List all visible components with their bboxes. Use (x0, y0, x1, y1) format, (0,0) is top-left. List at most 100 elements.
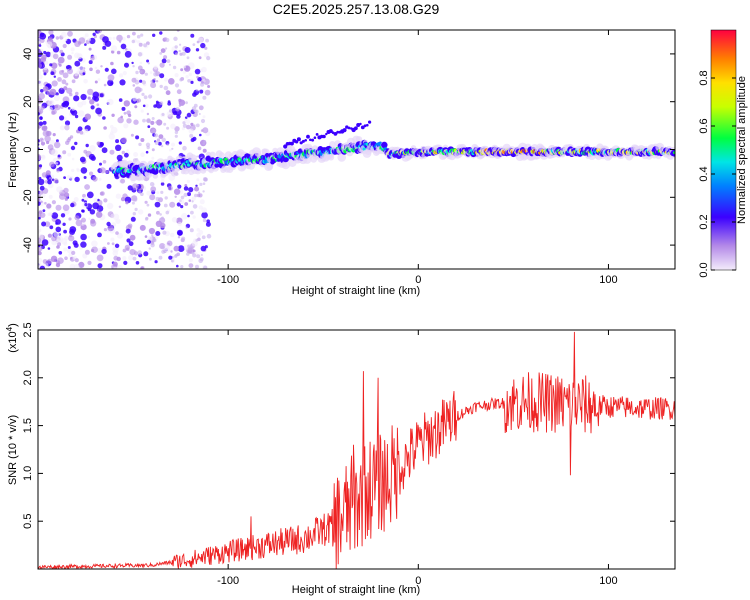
noise-speck (142, 118, 146, 123)
noise-speck (121, 137, 127, 144)
noise-speck (111, 68, 117, 75)
noise-speck (125, 201, 129, 205)
noise-speck (102, 36, 109, 43)
noise-speck (99, 93, 104, 98)
noise-speck (38, 201, 41, 206)
noise-speck (135, 135, 140, 140)
noise-speck (116, 34, 123, 42)
noise-speck (199, 182, 203, 186)
noise-speck (108, 133, 116, 140)
noise-speck (134, 250, 137, 253)
noise-speck (174, 45, 178, 49)
noise-speck (163, 55, 168, 60)
noise-speck (73, 242, 79, 248)
noise-speck (183, 186, 189, 191)
noise-speck (202, 127, 209, 134)
noise-speck (180, 265, 184, 269)
figure-title: C2E5.2025.257.13.08.G29 (273, 1, 440, 17)
noise-speck (196, 89, 199, 92)
noise-speck (112, 261, 118, 267)
noise-speck (42, 209, 46, 213)
colorbar: 0.0 0.2 0.4 0.6 0.8 Normalized spectral ampl… (698, 29, 748, 278)
noise-speck (199, 89, 204, 94)
noise-speck (202, 95, 207, 100)
noise-speck (171, 259, 174, 263)
noise-speck (44, 60, 49, 65)
noise-speck (164, 196, 168, 200)
noise-speck (68, 217, 72, 221)
noise-speck (166, 126, 170, 130)
noise-speck (93, 197, 98, 202)
noise-speck (171, 257, 175, 261)
noise-speck (38, 190, 44, 195)
noise-speck (81, 100, 87, 106)
noise-speck (92, 176, 98, 182)
noise-speck (64, 124, 70, 131)
noise-speck (96, 141, 101, 146)
noise-speck (159, 84, 163, 89)
noise-speck (134, 207, 138, 211)
noise-speck (175, 52, 178, 56)
noise-speck (203, 140, 207, 143)
noise-speck (128, 241, 134, 247)
noise-speck (55, 139, 59, 143)
noise-speck (146, 190, 152, 196)
noise-speck (77, 66, 84, 73)
noise-speck (169, 201, 176, 208)
colorbar-tick-label: 0.4 (698, 166, 710, 181)
noise-speck (53, 230, 60, 238)
noise-speck (51, 149, 58, 157)
noise-speck (187, 192, 191, 197)
noise-speck (53, 141, 61, 149)
noise-speck (67, 106, 71, 110)
noise-speck (40, 141, 46, 146)
noise-speck (42, 259, 48, 264)
noise-speck (40, 105, 45, 110)
noise-speck (110, 82, 113, 85)
noise-speck (120, 43, 127, 50)
noise-speck (144, 72, 148, 76)
branch-point (299, 141, 303, 145)
noise-speck (144, 103, 149, 108)
noise-speck (163, 203, 168, 208)
noise-speck (206, 56, 211, 61)
noise-speck (198, 258, 203, 264)
noise-speck (38, 194, 41, 197)
noise-speck (186, 112, 192, 118)
noise-speck (74, 215, 80, 221)
noise-speck (140, 152, 145, 157)
noise-speck (84, 128, 89, 133)
noise-speck (182, 145, 187, 151)
noise-speck (158, 255, 163, 260)
noise-speck (111, 242, 115, 246)
snr-ytick-label: 0.5 (22, 514, 34, 529)
branch-point (347, 126, 351, 130)
noise-speck (132, 31, 136, 36)
noise-speck (115, 193, 122, 199)
noise-speck (102, 160, 107, 164)
noise-speck (161, 137, 166, 142)
noise-speck (41, 239, 49, 246)
noise-speck (51, 110, 56, 115)
noise-speck (134, 105, 138, 109)
noise-speck (161, 216, 164, 220)
noise-speck (167, 185, 173, 191)
noise-speck (195, 264, 199, 269)
noise-speck (107, 98, 114, 106)
branch-point (336, 130, 340, 134)
noise-speck (39, 265, 45, 269)
noise-speck (76, 168, 80, 172)
branch-point (356, 123, 361, 127)
spectrogram-xtick-label: 0 (415, 274, 421, 286)
noise-speck (87, 96, 91, 100)
noise-speck (63, 187, 69, 194)
noise-speck (68, 235, 75, 242)
noise-speck (148, 94, 153, 99)
noise-speck (111, 113, 115, 118)
noise-speck (173, 188, 181, 195)
noise-speck (124, 62, 129, 68)
noise-speck (96, 254, 104, 262)
noise-speck (123, 260, 128, 265)
noise-speck (38, 210, 43, 214)
noise-speck (200, 118, 206, 124)
